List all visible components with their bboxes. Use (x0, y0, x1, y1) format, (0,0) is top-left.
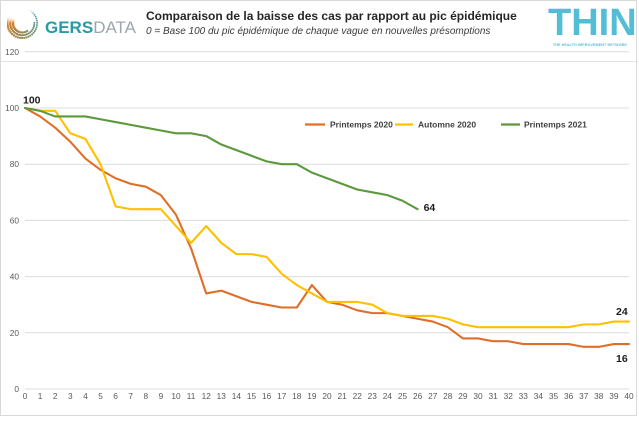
svg-text:21: 21 (337, 391, 347, 401)
svg-text:40: 40 (624, 391, 634, 401)
svg-text:24: 24 (383, 391, 393, 401)
svg-text:13: 13 (217, 391, 227, 401)
svg-text:36: 36 (564, 391, 574, 401)
svg-text:40: 40 (10, 272, 20, 282)
svg-text:35: 35 (549, 391, 559, 401)
svg-text:27: 27 (428, 391, 438, 401)
svg-text:Printemps 2020: Printemps 2020 (330, 120, 393, 130)
svg-text:12: 12 (202, 391, 212, 401)
svg-text:60: 60 (10, 215, 20, 225)
svg-text:18: 18 (292, 391, 302, 401)
svg-text:30: 30 (473, 391, 483, 401)
svg-text:120: 120 (5, 47, 19, 57)
svg-text:Automne 2020: Automne 2020 (418, 120, 476, 130)
svg-text:100: 100 (23, 95, 41, 107)
svg-text:26: 26 (413, 391, 423, 401)
svg-text:10: 10 (171, 391, 181, 401)
svg-text:25: 25 (398, 391, 408, 401)
svg-text:100: 100 (5, 103, 19, 113)
svg-text:32: 32 (504, 391, 514, 401)
svg-text:64: 64 (424, 202, 436, 214)
svg-text:5: 5 (98, 391, 103, 401)
svg-text:2: 2 (53, 391, 58, 401)
svg-text:39: 39 (609, 391, 619, 401)
svg-text:24: 24 (616, 306, 628, 318)
svg-text:22: 22 (353, 391, 363, 401)
svg-text:17: 17 (277, 391, 287, 401)
svg-text:0: 0 (23, 391, 28, 401)
svg-text:Printemps 2021: Printemps 2021 (524, 120, 587, 130)
svg-text:38: 38 (594, 391, 604, 401)
svg-text:6: 6 (113, 391, 118, 401)
svg-text:28: 28 (443, 391, 453, 401)
svg-text:33: 33 (519, 391, 529, 401)
svg-text:0: 0 (14, 384, 19, 394)
svg-text:3: 3 (68, 391, 73, 401)
svg-text:9: 9 (159, 391, 164, 401)
svg-text:16: 16 (262, 391, 272, 401)
svg-text:20: 20 (10, 328, 20, 338)
svg-text:29: 29 (458, 391, 468, 401)
svg-text:80: 80 (10, 159, 20, 169)
svg-text:15: 15 (247, 391, 257, 401)
svg-text:7: 7 (128, 391, 133, 401)
svg-text:16: 16 (616, 353, 628, 365)
svg-text:20: 20 (322, 391, 332, 401)
svg-text:37: 37 (579, 391, 589, 401)
svg-text:8: 8 (143, 391, 148, 401)
svg-text:23: 23 (368, 391, 378, 401)
svg-text:14: 14 (232, 391, 242, 401)
svg-text:11: 11 (187, 391, 196, 401)
svg-text:1: 1 (38, 391, 43, 401)
svg-text:34: 34 (534, 391, 544, 401)
svg-text:4: 4 (83, 391, 88, 401)
svg-text:19: 19 (307, 391, 317, 401)
svg-text:31: 31 (488, 391, 498, 401)
